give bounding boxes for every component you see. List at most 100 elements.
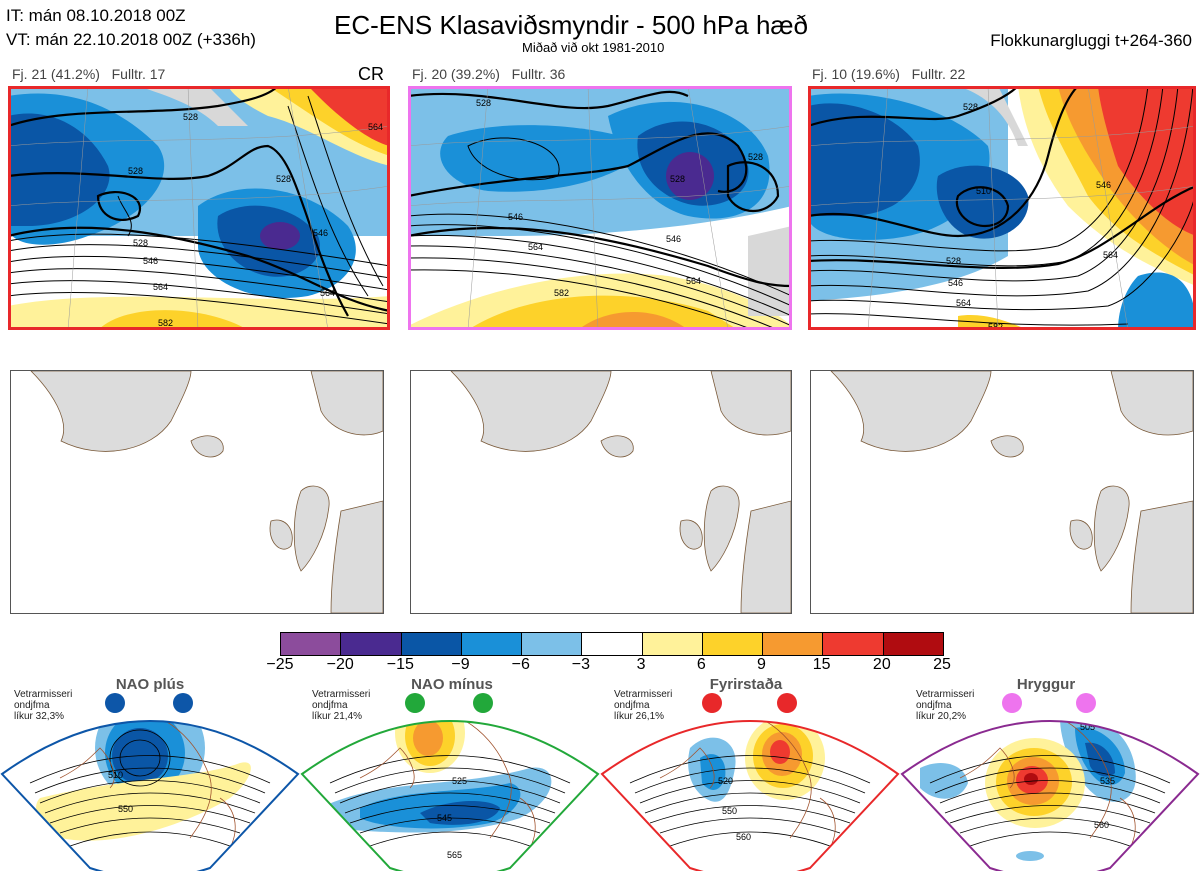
contour-label: 546 (666, 234, 681, 244)
contour-label: 564 (686, 276, 701, 286)
regime-2-dot-left (405, 693, 425, 713)
contour-label: 535 (1100, 776, 1115, 786)
cluster-1-frame (8, 86, 390, 330)
cluster-3-label: Fj. 10 (19.6%) Fulltr. 22 (812, 66, 966, 82)
contour-label: 582 (988, 322, 1003, 330)
colorbar-segment (341, 633, 402, 655)
cluster-1-label: Fj. 21 (41.2%) Fulltr. 17 (12, 66, 166, 82)
contour-label: 564 (1103, 250, 1118, 260)
colorbar-segment (702, 633, 764, 655)
cluster-3-map: 528 510 528 546 564 546 564 582 (808, 86, 1196, 330)
colorbar-segment (823, 633, 884, 655)
contour-label: 520 (718, 776, 733, 786)
contour-label: 564 (368, 122, 383, 132)
cluster-1-regime-tag: CR (358, 64, 384, 84)
page-title: EC-ENS Klasaviðsmyndir - 500 hPa hæð (334, 10, 808, 40)
cluster-3-frame (808, 86, 1196, 330)
colorbar-tick-label: 3 (636, 656, 646, 673)
contour-label: 546 (313, 228, 328, 238)
page-subtitle: Miðað við okt 1981-2010 (522, 40, 665, 55)
contour-label: 528 (276, 174, 291, 184)
contour-label: 528 (670, 174, 685, 184)
contour-label: 546 (143, 256, 158, 266)
colorbar-segment (401, 633, 462, 655)
regime-2-map: 525 545 565 (302, 721, 598, 871)
cluster-2-label: Fj. 20 (39.2%) Fulltr. 36 (412, 66, 566, 82)
regime-1-name: NAO plús (115, 676, 185, 693)
regime-1-info: Vetrarmisseri ondjfma líkur 32,3% (14, 689, 73, 722)
colorbar-tick-label: 20 (872, 656, 891, 673)
colorbar-tick-label: −9 (451, 656, 470, 673)
colorbar-tick-label: −15 (386, 656, 414, 673)
colorbar-tick-label: −6 (511, 656, 530, 673)
colorbar-tick-label: −3 (571, 656, 591, 673)
contour-label: 564 (956, 298, 971, 308)
colorbar-segment (642, 633, 703, 655)
regime-2-frame (300, 720, 600, 871)
contour-label: 528 (963, 102, 978, 112)
contour-label: 582 (158, 318, 173, 328)
colorbar-tick-label: 6 (696, 656, 706, 673)
regime-3-dot-left (702, 693, 722, 713)
cluster-2-map: 528 528 528 546 564 546 564 582 (408, 86, 792, 330)
cluster-1-map: 528 528 528 528 546 564 582 546 564 564 (8, 86, 390, 330)
init-time: IT: mán 08.10.2018 00Z (6, 6, 186, 25)
colorbar-segment (883, 633, 943, 655)
colorbar-tick-label: −25 (266, 656, 294, 673)
regime-4-dot-left (1002, 693, 1022, 713)
colorbar-tick-label: −20 (326, 656, 354, 673)
empty-map-1 (10, 370, 384, 614)
regime-3-map: 520 550 560 (602, 721, 898, 871)
contour-label: 546 (1096, 180, 1111, 190)
colorbar-segment (582, 633, 643, 655)
empty-map-3 (810, 370, 1194, 614)
colorbar-ticks: −25 −20 −15 −9 −6 −3 3 6 9 15 20 25 (266, 656, 950, 676)
colorbar-tick-label: 9 (757, 656, 766, 673)
regime-3-info: Vetrarmisseri ondjfma líkur 26,1% (614, 689, 673, 722)
regime-2-info: Vetrarmisseri ondjfma líkur 21,4% (312, 689, 371, 722)
contour-label: 546 (508, 212, 523, 222)
contour-label: 582 (554, 288, 569, 298)
contour-label: 528 (748, 152, 763, 162)
contour-label: 528 (133, 238, 148, 248)
contour-label: 528 (946, 256, 961, 266)
contour-label: 560 (736, 832, 751, 842)
regime-4-info: Vetrarmisseri ondjfma líkur 20,2% (916, 689, 975, 722)
contour-label: 565 (447, 850, 462, 860)
cluster-2-frame (408, 86, 792, 330)
regime-2-dot-right (473, 693, 493, 713)
regime-1-frame (0, 720, 300, 871)
contour-label: 550 (722, 806, 737, 816)
contour-label: 505 (1080, 722, 1095, 732)
classification-window: Flokkunargluggi t+264-360 (990, 31, 1192, 50)
contour-label: 528 (476, 98, 491, 108)
colorbar-segment (281, 633, 342, 655)
regime-2-name: NAO mínus (411, 676, 493, 693)
regime-3-frame (600, 720, 900, 871)
regime-1-map: 510 550 (2, 721, 298, 871)
contour-label: 525 (452, 776, 467, 786)
regime-1-dot-left (105, 693, 125, 713)
colorbar (280, 632, 944, 656)
colorbar-tick-label: 15 (812, 656, 831, 673)
regime-1-dot-right (173, 693, 193, 713)
contour-label: 510 (108, 770, 123, 780)
colorbar-tick-label: 25 (933, 656, 951, 673)
contour-label: 528 (128, 166, 143, 176)
contour-label: 510 (976, 186, 991, 196)
regime-maps: 510 550 525 545 565 (0, 720, 1200, 871)
contour-label: 550 (118, 804, 133, 814)
regime-4-frame (900, 720, 1200, 871)
regime-3-dot-right (777, 693, 797, 713)
regime-4-dot-right (1076, 693, 1096, 713)
contour-label: 545 (437, 813, 452, 823)
empty-map-2 (410, 370, 792, 614)
contour-label: 564 (528, 242, 543, 252)
regime-4-map: 505 535 560 (902, 721, 1198, 871)
contour-label: 546 (948, 278, 963, 288)
regime-3-name: Fyrirstaða (709, 676, 783, 693)
valid-time: VT: mán 22.10.2018 00Z (+336h) (6, 30, 256, 49)
contour-label: 560 (1094, 820, 1109, 830)
contour-label: 528 (183, 112, 198, 122)
contour-label: 564 (153, 282, 168, 292)
